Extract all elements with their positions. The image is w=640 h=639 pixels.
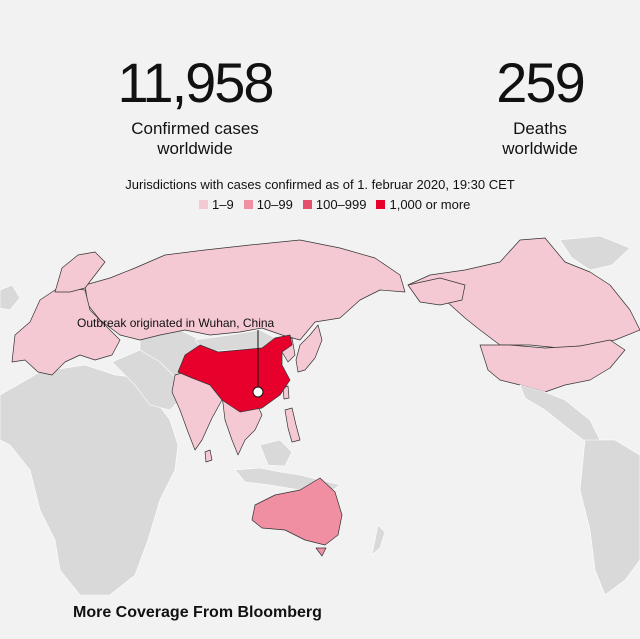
confirmed-cases-stat: 11,958 Confirmed cases worldwide [100, 55, 290, 159]
region-taiwan [282, 385, 290, 400]
region-greenland [559, 235, 631, 271]
region-usa [479, 339, 626, 393]
confirmed-cases-label: Confirmed cases worldwide [100, 119, 290, 159]
deaths-stat: 259 Deaths worldwide [460, 55, 620, 159]
region-borneo [259, 439, 293, 467]
region-atlantic-land [0, 284, 21, 311]
region-philippines [284, 407, 301, 443]
region-alaska [407, 277, 466, 306]
region-scandinavia [54, 251, 106, 293]
region-new-zealand [371, 524, 386, 556]
map-legend: 1–9 10–99 100–999 1,000 or more [199, 197, 470, 212]
legend-swatch-10-99 [243, 200, 253, 209]
legend-label-1000-plus: 1,000 or more [389, 197, 471, 212]
annotation-text: Outbreak originated in Wuhan, China [77, 316, 275, 330]
deaths-label: Deaths worldwide [460, 119, 620, 159]
region-tasmania [315, 547, 327, 557]
map-subtitle: Jurisdictions with cases confirmed as of… [125, 177, 515, 192]
deaths-label-line2: worldwide [502, 139, 578, 158]
region-mexico [519, 384, 601, 446]
region-europe [11, 287, 121, 376]
region-africa [0, 364, 179, 595]
region-russia [84, 239, 406, 341]
region-south-america [579, 439, 640, 595]
legend-swatch-1000-plus [376, 200, 386, 209]
world-map: Outbreak originated in Wuhan, China [0, 235, 640, 595]
legend-swatch-1-9 [199, 200, 208, 209]
confirmed-cases-label-line2: worldwide [157, 139, 233, 158]
region-canada [407, 237, 640, 349]
deaths-label-line1: Deaths [513, 119, 567, 138]
region-japan [295, 324, 323, 373]
region-sri-lanka [204, 449, 213, 463]
wuhan-marker [252, 386, 264, 398]
legend-item-100-999: 100–999 [302, 197, 367, 212]
region-australia [251, 477, 343, 546]
confirmed-cases-value: 11,958 [117, 51, 274, 114]
region-china [177, 334, 293, 413]
legend-item-10-99: 10–99 [243, 197, 293, 212]
deaths-value: 259 [496, 51, 585, 114]
legend-label-10-99: 10–99 [256, 197, 293, 212]
confirmed-cases-label-line1: Confirmed cases [131, 119, 259, 138]
more-coverage-link[interactable]: More Coverage From Bloomberg [73, 604, 322, 621]
legend-label-1-9: 1–9 [212, 197, 234, 212]
legend-swatch-100-999 [302, 200, 312, 209]
legend-label-100-999: 100–999 [315, 197, 367, 212]
legend-item-1000-plus: 1,000 or more [376, 197, 470, 212]
legend-item-1-9: 1–9 [199, 197, 234, 212]
